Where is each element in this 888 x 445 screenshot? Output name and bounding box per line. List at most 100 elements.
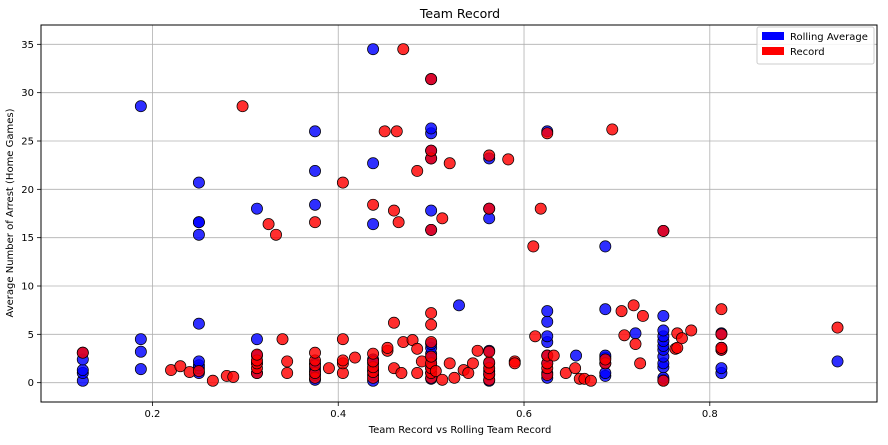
data-point [134, 333, 147, 346]
data-point [448, 371, 461, 384]
legend-swatch-record [762, 47, 784, 55]
data-point [429, 365, 442, 378]
data-point [367, 43, 380, 56]
data-point [466, 357, 479, 370]
data-point [425, 350, 438, 363]
data-point [425, 318, 438, 331]
data-point [251, 333, 263, 346]
grid-layer [41, 25, 877, 402]
y-tick-label: 10 [21, 282, 34, 293]
x-tick-label: 0.8 [702, 409, 718, 420]
data-point [425, 122, 438, 135]
data-point [397, 43, 410, 56]
data-point [336, 354, 349, 367]
data-point [309, 216, 321, 229]
data-point [206, 374, 219, 387]
data-point [508, 357, 521, 370]
y-tick-label: 20 [21, 185, 34, 196]
data-point [134, 345, 147, 358]
data-point [134, 363, 147, 376]
data-point [251, 202, 263, 215]
data-point [381, 341, 394, 354]
data-point [378, 125, 391, 138]
data-point [599, 240, 612, 253]
data-point [411, 342, 424, 355]
data-point [541, 127, 554, 140]
data-point [634, 357, 647, 370]
x-tick-label: 0.6 [516, 409, 532, 420]
data-point [627, 299, 640, 312]
data-point [831, 321, 844, 334]
data-point [541, 305, 554, 318]
data-point [559, 367, 572, 379]
data-point [657, 310, 670, 322]
data-point [671, 341, 684, 354]
data-point [192, 176, 205, 189]
data-point [541, 330, 554, 343]
data-point [425, 223, 438, 236]
legend-label-record: Record [790, 47, 825, 58]
data-point [483, 202, 496, 215]
data-point [685, 324, 698, 337]
x-axis-label: Team Record vs Rolling Team Record [368, 425, 552, 436]
y-tick-label: 15 [21, 233, 34, 244]
data-point [618, 329, 631, 342]
data-point [309, 125, 321, 138]
data-point [227, 370, 240, 383]
data-point [615, 305, 628, 318]
data-point [367, 157, 380, 170]
data-point [483, 149, 496, 162]
y-tick-label: 35 [21, 40, 34, 51]
data-point [281, 355, 294, 368]
data-point [192, 317, 205, 330]
plot-frame [40, 24, 878, 403]
data-point [715, 341, 728, 354]
data-point [657, 324, 670, 337]
data-point [483, 356, 496, 369]
x-tick-label: 0.4 [330, 409, 346, 420]
legend-box [756, 26, 875, 65]
data-point [584, 374, 597, 387]
data-point [483, 345, 496, 358]
data-point [425, 73, 438, 86]
y-tick-label: 25 [21, 137, 34, 148]
data-point [629, 327, 642, 340]
data-point [395, 367, 408, 379]
data-point [367, 218, 380, 231]
ticks-layer: 0.2 0.4 0.6 0.8 0 5 10 15 20 25 30 35 [21, 40, 717, 420]
data-point [134, 100, 147, 113]
data-point [76, 346, 89, 359]
data-point [443, 157, 456, 170]
series-1 [76, 43, 844, 387]
data-point [251, 348, 263, 361]
y-tick-label: 30 [21, 88, 34, 99]
legend-label-rolling-average: Rolling Average [790, 32, 868, 43]
data-point [425, 144, 438, 157]
data-point [425, 204, 438, 217]
y-axis-label: Average Number of Arrest (Home Games) [5, 108, 16, 317]
legend-swatch-rolling-average [762, 32, 784, 40]
data-point [715, 362, 728, 375]
y-tick-label: 5 [28, 330, 34, 341]
data-point [541, 315, 554, 328]
data-point [192, 228, 205, 241]
data-point [388, 204, 400, 217]
data-point [276, 333, 289, 346]
data-point [192, 216, 205, 229]
data-point [76, 364, 89, 377]
data-point [309, 198, 321, 211]
data-point [309, 346, 321, 359]
data-point [547, 349, 560, 362]
data-point [529, 330, 542, 343]
chart-title: Team Record [419, 6, 500, 21]
data-point [831, 355, 844, 368]
series-0 [76, 43, 844, 387]
data-point [425, 307, 438, 320]
data-point [323, 362, 335, 375]
data-point [336, 333, 349, 346]
data-point [388, 316, 400, 329]
data-point [629, 338, 642, 350]
data-point [502, 153, 515, 166]
